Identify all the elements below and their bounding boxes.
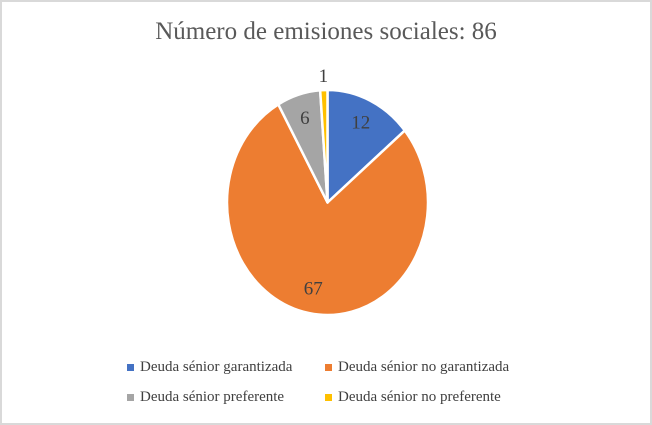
legend-swatch-icon (127, 393, 134, 401)
data-label-deuda-senior-no-preferente: 1 (319, 66, 329, 87)
legend-swatch-icon (325, 363, 332, 371)
data-label-deuda-senior-garantizada: 12 (351, 113, 370, 134)
legend-item-deuda-senior-preferente[interactable]: Deuda sénior preferente (127, 386, 325, 408)
pie-slice-deuda-senior-garantizada[interactable] (326, 88, 406, 204)
data-label-deuda-senior-preferente: 6 (300, 108, 310, 129)
legend-label: Deuda sénior garantizada (140, 358, 293, 375)
legend-item-deuda-senior-no-garantizada[interactable]: Deuda sénior no garantizada (325, 356, 509, 378)
pie-slice-deuda-senior-no-garantizada[interactable] (225, 103, 430, 317)
legend-label: Deuda sénior no garantizada (338, 358, 510, 375)
legend-swatch-icon (325, 393, 332, 401)
legend-item-deuda-senior-garantizada[interactable]: Deuda sénior garantizada (127, 356, 325, 378)
chart-title: Número de emisiones sociales: 86 (155, 18, 497, 45)
legend-label: Deuda sénior preferente (140, 388, 285, 405)
data-label-deuda-senior-no-garantizada: 67 (304, 278, 323, 299)
pie-slice-deuda-senior-no-preferente[interactable] (318, 88, 329, 204)
chart-legend: Deuda sénior garantizada Deuda sénior no … (127, 356, 509, 408)
legend-item-deuda-senior-no-preferente[interactable]: Deuda sénior no preferente (325, 386, 509, 408)
legend-label: Deuda sénior no preferente (338, 388, 501, 405)
legend-swatch-icon (127, 363, 134, 371)
